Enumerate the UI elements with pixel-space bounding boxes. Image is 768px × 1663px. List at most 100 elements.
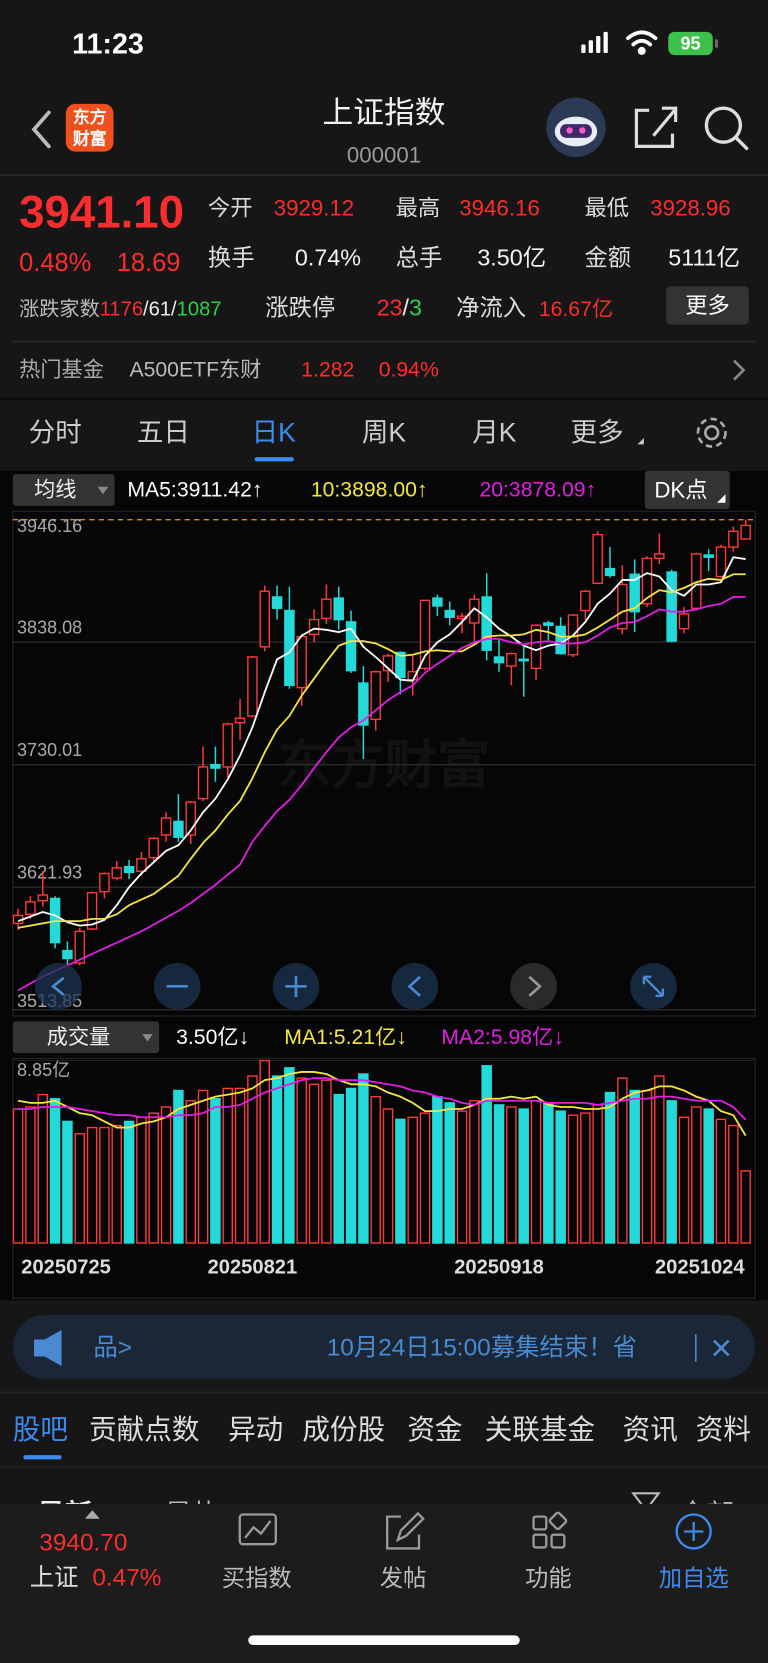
candle-body bbox=[247, 656, 258, 717]
volume-bar bbox=[259, 1059, 270, 1244]
value: 23 bbox=[377, 295, 403, 321]
nav-left[interactable] bbox=[391, 963, 439, 1010]
volume-bar bbox=[296, 1077, 307, 1244]
nav-right[interactable] bbox=[510, 963, 557, 1010]
candle-body bbox=[37, 894, 49, 902]
settings-button[interactable] bbox=[696, 417, 727, 448]
legend-entry: MA2:5.98亿↓ bbox=[441, 1025, 564, 1049]
bottom-name: 上证 bbox=[30, 1565, 79, 1592]
candle-body bbox=[25, 901, 36, 915]
volume-bar bbox=[284, 1067, 295, 1244]
tab[interactable]: 资金 bbox=[407, 1414, 462, 1445]
volume-bar bbox=[604, 1091, 616, 1244]
banner[interactable] bbox=[12, 1315, 756, 1379]
search-button[interactable] bbox=[704, 106, 749, 151]
close-button[interactable] bbox=[712, 1339, 730, 1357]
buy-icon[interactable] bbox=[238, 1513, 277, 1546]
back-button[interactable] bbox=[31, 110, 51, 149]
tab[interactable]: 资讯 bbox=[623, 1414, 678, 1445]
dk-label[interactable]: DK点 bbox=[654, 477, 707, 502]
assistant-avatar[interactable] bbox=[546, 97, 606, 157]
fund-name: A500ETF东财 bbox=[129, 358, 261, 382]
volume-bar bbox=[469, 1100, 480, 1244]
volume-selector[interactable] bbox=[12, 1021, 160, 1054]
x-tick-label: 20251024 bbox=[655, 1256, 745, 1278]
tab[interactable]: 周K bbox=[362, 418, 407, 448]
change: 18.69 bbox=[117, 249, 181, 277]
period-tabs: 分时 五日 日K 周K 月K 更多 bbox=[29, 418, 624, 448]
ma-line bbox=[17, 1071, 747, 1137]
ma-selector-label[interactable]: 均线 bbox=[34, 477, 76, 501]
buy-label[interactable]: 买指数 bbox=[222, 1565, 292, 1591]
tab[interactable]: 分时 bbox=[29, 418, 82, 448]
label: 金额 bbox=[584, 245, 631, 271]
candle-body bbox=[234, 717, 246, 724]
tab[interactable]: 五日 bbox=[137, 418, 190, 448]
tab-active[interactable]: 股吧 bbox=[13, 1414, 68, 1445]
ma-selector[interactable] bbox=[12, 474, 115, 506]
bottom-price: 3940.70 bbox=[39, 1530, 127, 1557]
tab[interactable]: 更多 bbox=[571, 418, 624, 448]
dk-button[interactable] bbox=[644, 470, 730, 510]
nav-left-end[interactable] bbox=[35, 963, 82, 1010]
volume-selector-label[interactable]: 成交量 bbox=[47, 1025, 111, 1049]
value: 3946.16 bbox=[459, 195, 539, 220]
post-label[interactable]: 发帖 bbox=[380, 1565, 427, 1591]
tab[interactable]: 关联基金 bbox=[485, 1414, 595, 1445]
value: 3929.12 bbox=[274, 195, 355, 220]
value: 1.282 bbox=[301, 359, 354, 382]
candle-body bbox=[604, 567, 616, 577]
tab[interactable]: 异动 bbox=[228, 1414, 283, 1445]
candle-body bbox=[728, 530, 739, 548]
share-button[interactable] bbox=[634, 106, 678, 148]
label: 最高 bbox=[396, 195, 441, 220]
volume-bar bbox=[395, 1118, 406, 1244]
volume-bar bbox=[234, 1087, 246, 1244]
volume-bar bbox=[641, 1089, 653, 1244]
candle-body bbox=[271, 596, 283, 609]
label: 换手 bbox=[208, 245, 255, 271]
label: 热门基金 bbox=[19, 358, 104, 382]
volume-bar bbox=[580, 1112, 591, 1244]
volume-bar bbox=[271, 1075, 283, 1244]
more-button[interactable] bbox=[666, 286, 749, 325]
candle-body bbox=[444, 609, 455, 619]
candle-body bbox=[210, 763, 221, 769]
tab[interactable]: 资料 bbox=[696, 1414, 751, 1445]
candle-body bbox=[518, 658, 529, 662]
tab[interactable]: 月K bbox=[472, 418, 517, 448]
legend-entry: 3.50亿↓ bbox=[176, 1025, 249, 1049]
volume-bar bbox=[12, 1108, 24, 1244]
volume-bar bbox=[740, 1170, 751, 1244]
tab[interactable]: 成份股 bbox=[302, 1414, 385, 1445]
post-icon[interactable] bbox=[386, 1511, 425, 1550]
ma-line bbox=[18, 1077, 747, 1121]
tab-active[interactable]: 日K bbox=[252, 418, 296, 448]
dropdown-icon bbox=[142, 1034, 153, 1042]
logo bbox=[65, 103, 114, 152]
volume-bar bbox=[74, 1133, 86, 1244]
more-label[interactable]: 更多 bbox=[685, 293, 730, 318]
ma-line bbox=[17, 595, 746, 992]
candle-body bbox=[136, 858, 147, 872]
candle-body bbox=[259, 590, 270, 648]
value: 0.74% bbox=[295, 245, 361, 271]
function-icon[interactable] bbox=[532, 1511, 568, 1549]
label: 涨跌停 bbox=[265, 295, 335, 321]
function-label[interactable]: 功能 bbox=[525, 1565, 572, 1591]
candle-body bbox=[629, 573, 640, 613]
add-icon[interactable] bbox=[675, 1513, 712, 1550]
candle-body bbox=[666, 571, 677, 642]
separator: / bbox=[403, 295, 410, 321]
tab[interactable]: 贡献点数 bbox=[89, 1414, 199, 1445]
volume-bar bbox=[308, 1083, 320, 1244]
icon bbox=[50, 976, 65, 996]
add-label[interactable]: 加自选 bbox=[659, 1565, 729, 1591]
volume-bar bbox=[321, 1079, 332, 1244]
label: 最低 bbox=[584, 195, 629, 220]
candle-body bbox=[678, 613, 690, 630]
fund-row[interactable]: 热门基金 A500ETF东财 1.282 0.94% bbox=[19, 358, 746, 382]
value: 1176 bbox=[100, 299, 143, 321]
candle-body bbox=[654, 553, 665, 560]
tab-underline bbox=[23, 1455, 62, 1460]
